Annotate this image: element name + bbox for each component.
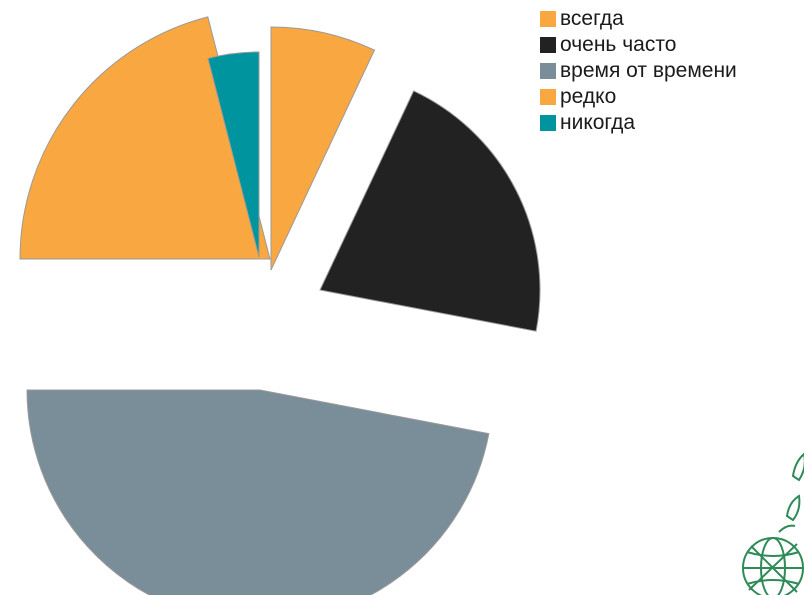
legend-label: время от времени bbox=[560, 59, 737, 82]
globe-leaf-logo-icon bbox=[742, 452, 804, 595]
legend-label: никогда bbox=[560, 111, 636, 134]
pie-slice-1 bbox=[270, 26, 376, 271]
chart-legend: всегда очень часто время от времени редко ни… bbox=[540, 6, 737, 136]
legend-label: редко bbox=[560, 85, 617, 108]
pie-slice-5 bbox=[207, 51, 260, 258]
legend-swatch bbox=[540, 37, 556, 53]
legend-label: всегда bbox=[560, 7, 624, 30]
legend-label: очень часто bbox=[560, 33, 677, 56]
legend-swatch bbox=[540, 63, 556, 79]
legend-swatch bbox=[540, 11, 556, 27]
legend-item-1: всегда bbox=[540, 6, 737, 32]
pie-slice-3 bbox=[26, 389, 490, 595]
legend-swatch bbox=[540, 89, 556, 105]
pie-slice-4 bbox=[19, 16, 271, 260]
pie-slices bbox=[19, 16, 541, 595]
legend-item-2: очень часто bbox=[540, 32, 737, 58]
legend-item-3: время от времени bbox=[540, 58, 737, 84]
legend-swatch bbox=[540, 115, 556, 131]
pie-slice-2 bbox=[319, 90, 541, 332]
legend-item-5: никогда bbox=[540, 110, 737, 136]
legend-item-4: редко bbox=[540, 84, 737, 110]
